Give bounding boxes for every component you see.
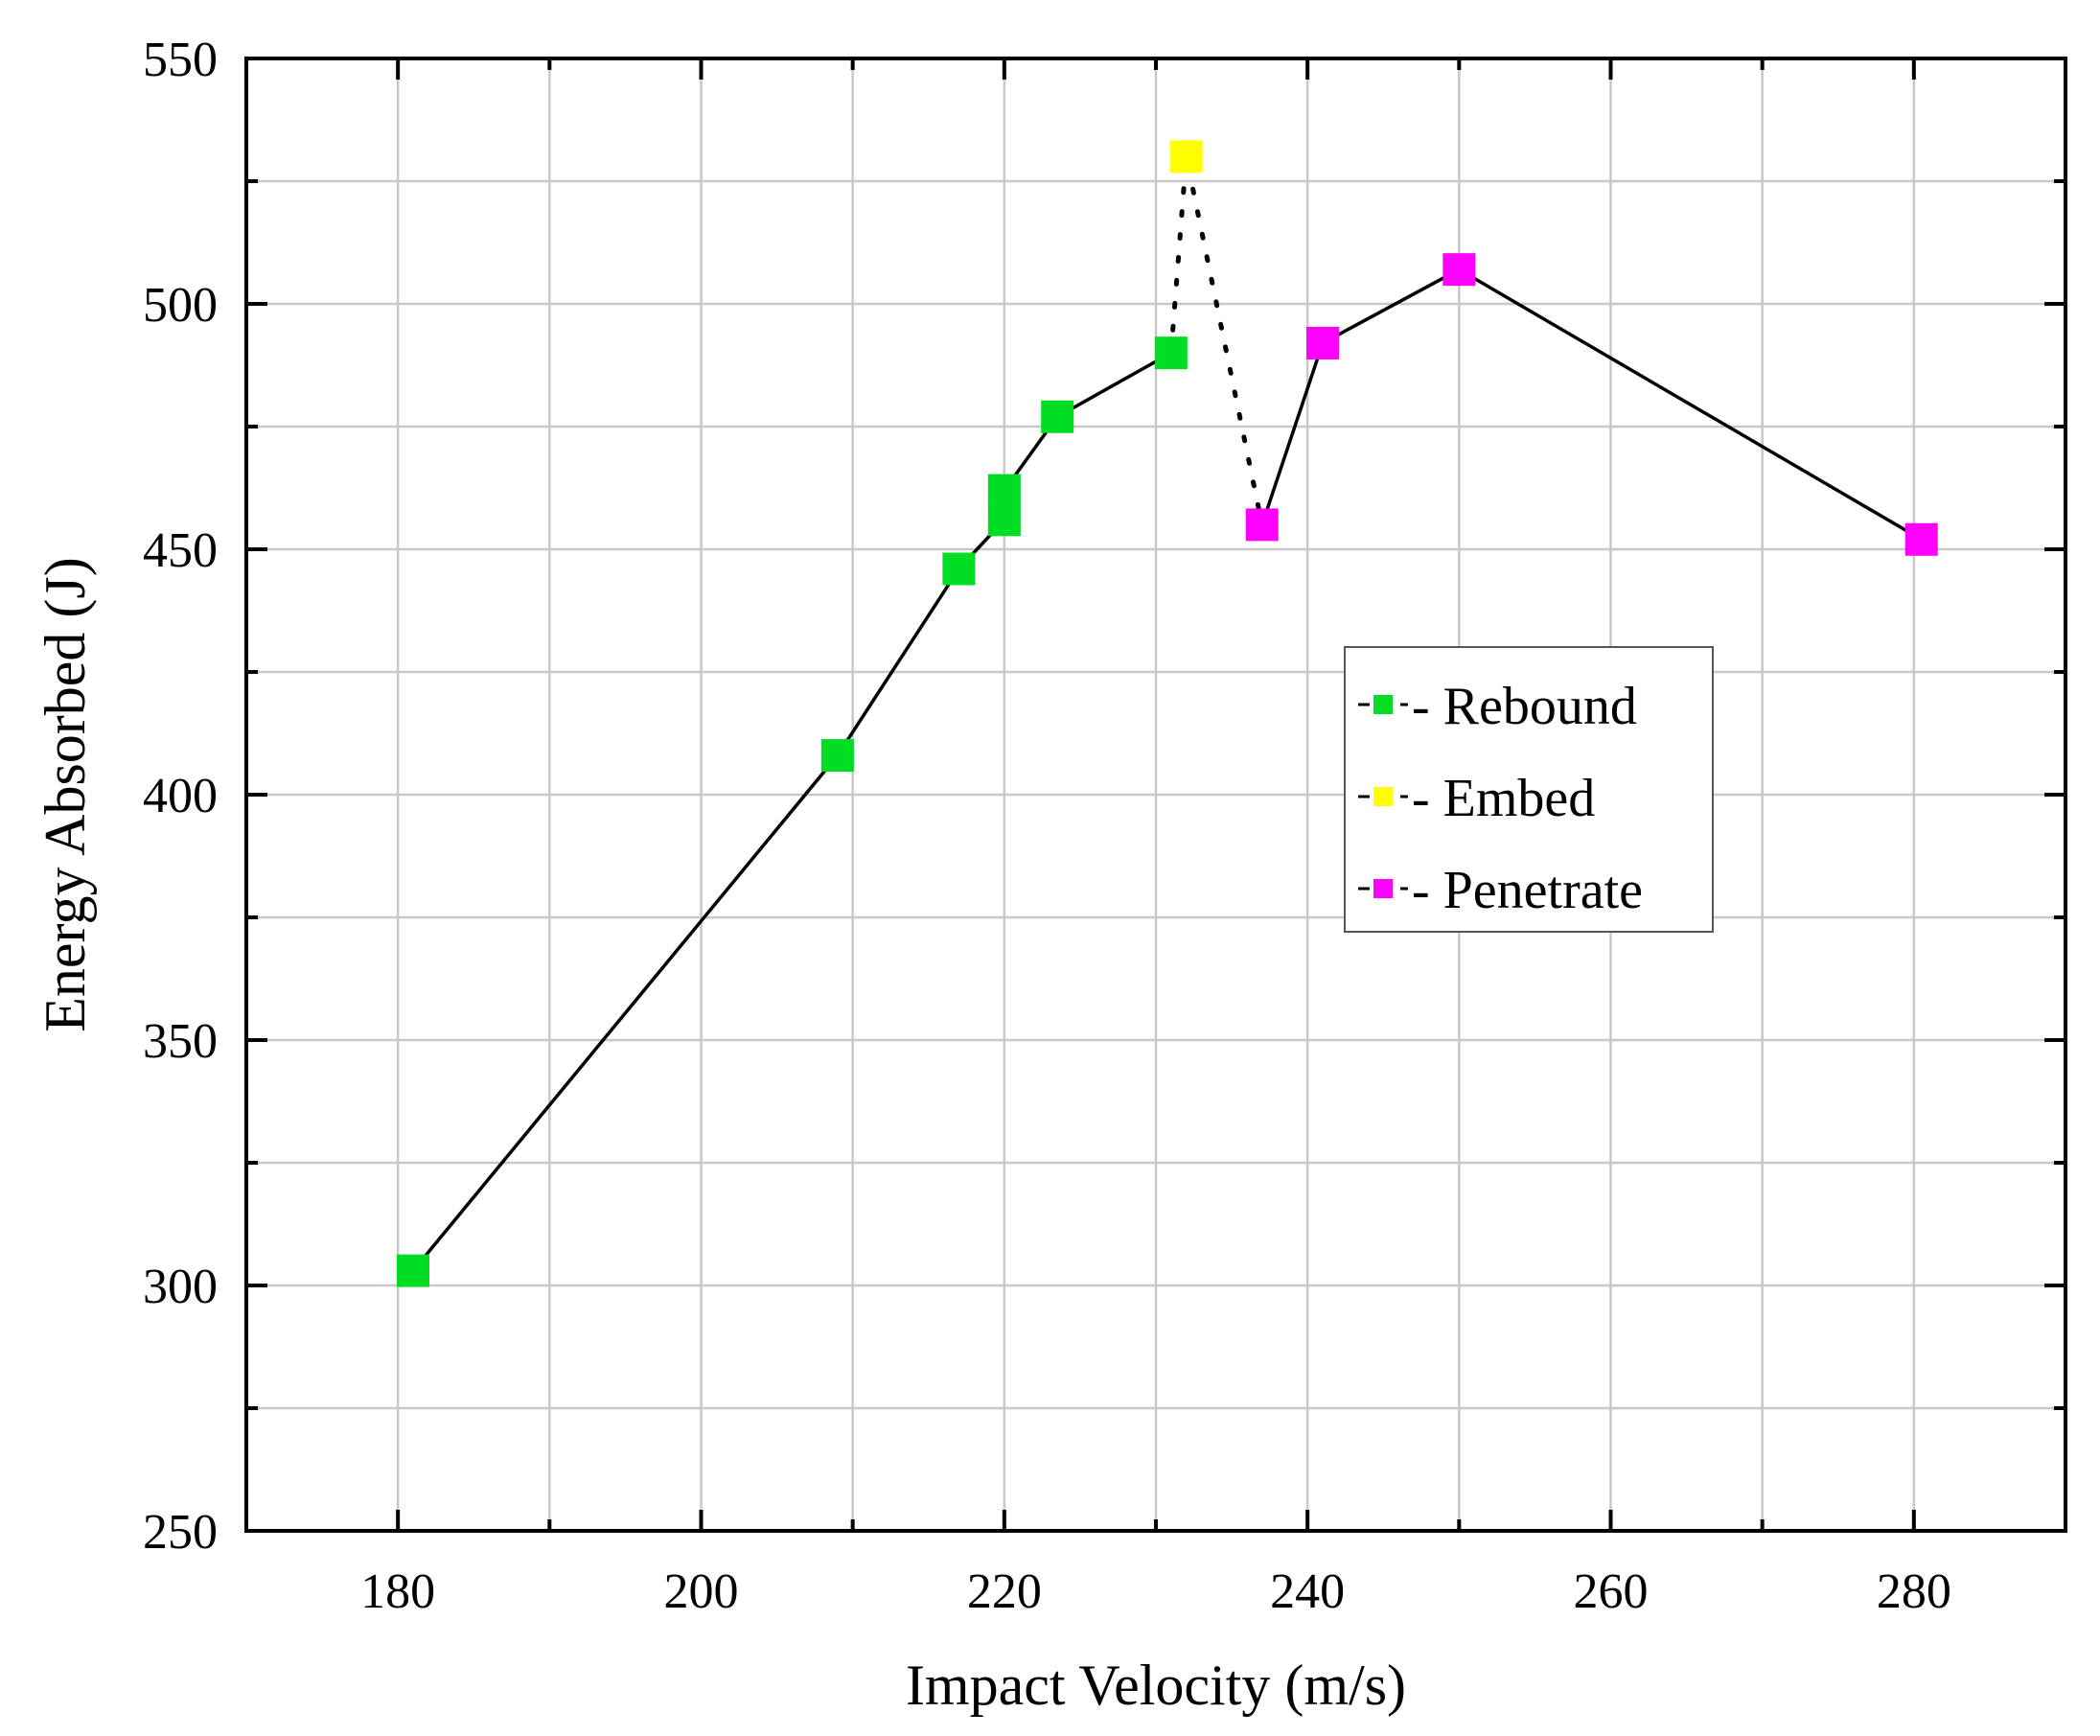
marker-penetrate-2 [1442,253,1476,287]
x-tick-label-220: 220 [967,1564,1042,1619]
marker-penetrate-0 [1245,508,1279,542]
legend: - Rebound - Embed - Penetrate [1344,646,1714,933]
legend-label-rebound: - Rebound [1412,677,1637,736]
y-tick-label-550: 550 [143,33,218,87]
x-tick-label-260: 260 [1574,1564,1649,1619]
legend-marker-embed [1373,787,1393,806]
penetrate-line [1260,267,1923,542]
x-tick-label-200: 200 [664,1564,739,1619]
x-tick-label-180: 180 [360,1564,435,1619]
y-tick-label-250: 250 [143,1505,218,1560]
marker-rebound-5 [1041,400,1074,433]
marker-embed-0 [1169,140,1203,174]
legend-box [1344,646,1714,933]
marker-rebound-3 [987,503,1021,537]
x-tick-label-280: 280 [1877,1564,1951,1619]
legend-marker-penetrate [1373,879,1393,898]
marker-rebound-1 [820,739,854,773]
tick-labels: 180 200 220 240 260 280 250 300 350 400 450 500 550 [143,33,1951,1619]
marker-rebound-2 [942,552,976,586]
marker-penetrate-1 [1305,326,1339,359]
legend-label-penetrate: - Penetrate [1412,861,1643,920]
grid-lines [246,58,2065,1531]
legend-label-embed: - Embed [1412,769,1595,828]
axis-ticks [246,57,2065,1533]
marker-rebound-4 [987,474,1021,507]
y-axis-title: Energy Absorbed (J) [34,557,97,1031]
x-axis-title: Impact Velocity (m/s) [906,1654,1406,1717]
y-tick-label-400: 400 [143,769,218,823]
marker-penetrate-3 [1904,522,1938,556]
marker-rebound-6 [1154,336,1188,370]
rebound-line [411,351,1172,1272]
marker-rebound-0 [396,1254,429,1287]
x-tick-label-240: 240 [1270,1564,1345,1619]
data-markers [396,140,1938,1287]
y-tick-label-450: 450 [143,523,218,578]
y-tick-label-300: 300 [143,1260,218,1314]
legend-marker-rebound [1373,695,1393,714]
y-tick-label-350: 350 [143,1014,218,1069]
y-tick-label-500: 500 [143,278,218,333]
